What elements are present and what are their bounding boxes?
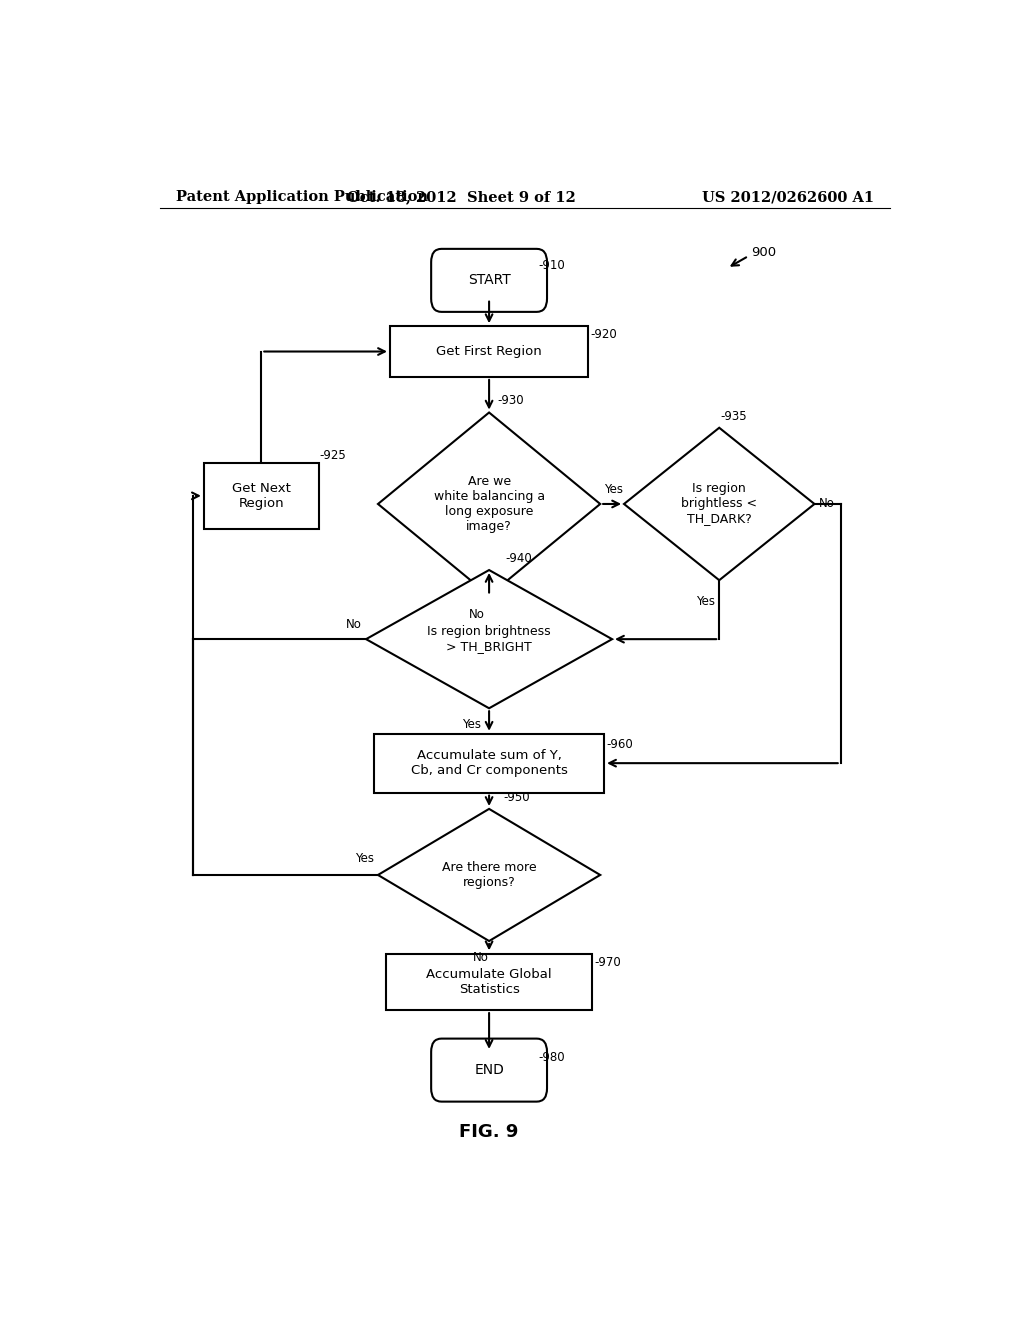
FancyBboxPatch shape bbox=[431, 1039, 547, 1102]
Text: -980: -980 bbox=[539, 1051, 565, 1064]
Text: Is region
brightless <
TH_DARK?: Is region brightless < TH_DARK? bbox=[681, 483, 757, 525]
Text: Yes: Yes bbox=[355, 851, 374, 865]
Text: Yes: Yes bbox=[462, 718, 481, 731]
Bar bbox=[390, 326, 589, 378]
Text: -925: -925 bbox=[319, 449, 346, 462]
Text: Oct. 18, 2012  Sheet 9 of 12: Oct. 18, 2012 Sheet 9 of 12 bbox=[347, 190, 575, 205]
Text: Get First Region: Get First Region bbox=[436, 345, 542, 358]
Text: 900: 900 bbox=[751, 247, 776, 260]
Text: Get Next
Region: Get Next Region bbox=[231, 482, 291, 510]
Text: No: No bbox=[469, 607, 485, 620]
Text: No: No bbox=[818, 498, 835, 511]
Text: Patent Application Publication: Patent Application Publication bbox=[176, 190, 428, 205]
Text: START: START bbox=[468, 273, 510, 288]
Text: -970: -970 bbox=[595, 957, 622, 969]
Text: FIG. 9: FIG. 9 bbox=[460, 1123, 519, 1140]
Text: -935: -935 bbox=[721, 409, 748, 422]
Text: -910: -910 bbox=[539, 259, 565, 272]
Text: -960: -960 bbox=[606, 738, 633, 751]
Text: No: No bbox=[346, 618, 362, 631]
Text: No: No bbox=[473, 952, 489, 964]
Text: -940: -940 bbox=[505, 552, 531, 565]
Bar bbox=[386, 954, 592, 1010]
Text: US 2012/0262600 A1: US 2012/0262600 A1 bbox=[701, 190, 873, 205]
Text: -920: -920 bbox=[591, 329, 617, 342]
Text: Accumulate sum of Y,
Cb, and Cr components: Accumulate sum of Y, Cb, and Cr componen… bbox=[411, 750, 567, 777]
Bar bbox=[374, 734, 604, 792]
Text: Are we
white balancing a
long exposure
image?: Are we white balancing a long exposure i… bbox=[433, 475, 545, 533]
Polygon shape bbox=[367, 570, 612, 709]
Text: Yes: Yes bbox=[604, 483, 624, 496]
Text: -950: -950 bbox=[504, 791, 530, 804]
Text: Accumulate Global
Statistics: Accumulate Global Statistics bbox=[426, 968, 552, 995]
Polygon shape bbox=[378, 412, 600, 595]
Text: -930: -930 bbox=[497, 395, 523, 408]
Polygon shape bbox=[378, 809, 600, 941]
Text: Is region brightness
> TH_BRIGHT: Is region brightness > TH_BRIGHT bbox=[427, 626, 551, 653]
Text: Yes: Yes bbox=[696, 595, 715, 609]
Polygon shape bbox=[624, 428, 814, 581]
Bar bbox=[204, 463, 318, 529]
Text: END: END bbox=[474, 1063, 504, 1077]
FancyBboxPatch shape bbox=[431, 249, 547, 312]
Text: Are there more
regions?: Are there more regions? bbox=[441, 861, 537, 888]
